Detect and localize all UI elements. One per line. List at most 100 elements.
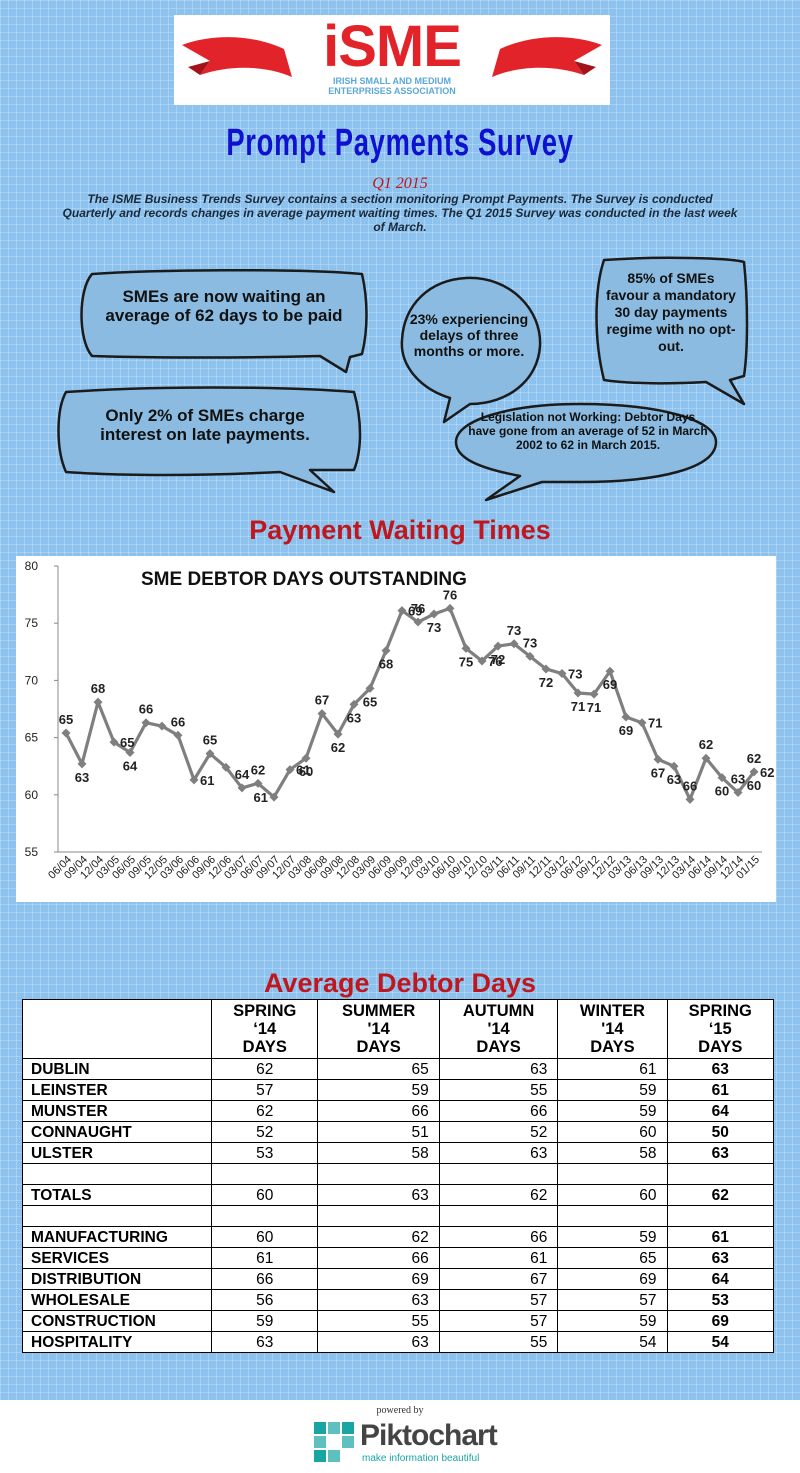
table-row-blank: [22, 1163, 774, 1185]
data-label: 65: [59, 712, 73, 727]
table-cell: 58: [317, 1142, 440, 1164]
logo-wordmark: iSME: [323, 14, 462, 79]
data-label: 73: [568, 667, 582, 682]
table-cell: [666, 1205, 774, 1227]
footer: powered by Piktochart make information b…: [0, 1400, 800, 1473]
table-cell: 59: [317, 1079, 440, 1101]
data-label: 63: [731, 772, 745, 787]
table-cell: 56: [210, 1289, 319, 1311]
table-row-manufacturing: MANUFACTURING 60 62 66 59 61: [22, 1226, 774, 1248]
data-point: [509, 639, 519, 649]
table-cell: 57: [438, 1310, 559, 1332]
table-cell: [438, 1205, 559, 1227]
table-cell: 59: [557, 1226, 668, 1248]
data-label: 69: [619, 723, 633, 738]
table-row-label: [22, 1205, 212, 1227]
table-row-leinster: LEINSTER 57 59 55 59 61: [22, 1079, 774, 1101]
intro-text: The ISME Business Trends Survey contains…: [62, 192, 738, 234]
data-point: [269, 792, 279, 802]
table-row-label: CONSTRUCTION: [22, 1310, 212, 1332]
data-point: [125, 747, 135, 757]
data-label: 61: [200, 773, 214, 788]
table-row-label: [22, 1163, 212, 1185]
table-cell: 64: [666, 1100, 774, 1122]
table-cell: 61: [666, 1079, 774, 1101]
data-label: 76: [488, 654, 502, 669]
table-row-label: WHOLESALE: [22, 1289, 212, 1311]
table-cell: 51: [317, 1121, 440, 1143]
table-cell: 69: [557, 1268, 668, 1290]
data-point: [253, 778, 263, 788]
data-label: 66: [683, 778, 697, 793]
table-cell: 60: [557, 1121, 668, 1143]
data-label: 68: [379, 657, 393, 672]
data-point: [109, 737, 119, 747]
table-cell: 59: [557, 1079, 668, 1101]
table-cell: [557, 1205, 668, 1227]
table-cell: 63: [317, 1184, 440, 1206]
logo-ribbons: [182, 37, 602, 77]
speech-bubbles: [57, 256, 749, 502]
isme-logo: iSME IRISH SMALL AND MEDIUM ENTERPRISES …: [174, 15, 610, 105]
table-row-dublin: DUBLIN 62 65 63 61 63: [22, 1058, 774, 1080]
table-row-label: TOTALS: [22, 1184, 212, 1206]
table-row-label: DISTRIBUTION: [22, 1268, 212, 1290]
table-header-spring-15: SPRING ‘15 DAYS: [666, 999, 774, 1059]
bubble-1-text: SMEs are now waiting an average of 62 da…: [105, 287, 343, 325]
y-tick-label: 70: [25, 673, 39, 687]
data-point: [733, 788, 743, 798]
table-cell: 63: [666, 1058, 774, 1080]
data-point: [77, 759, 87, 769]
table-cell: [317, 1163, 440, 1185]
table-cell: 62: [666, 1184, 774, 1206]
table-cell: 62: [438, 1184, 559, 1206]
table-cell: 55: [438, 1331, 559, 1353]
table-row-construction: CONSTRUCTION 59 55 57 59 69: [22, 1310, 774, 1332]
y-tick-label: 80: [25, 559, 39, 573]
data-point: [557, 669, 567, 679]
table-row-label: LEINSTER: [22, 1079, 212, 1101]
data-point: [317, 709, 327, 719]
data-point: [157, 721, 167, 731]
table-cell: 63: [666, 1247, 774, 1269]
data-point: [621, 712, 631, 722]
table-row-ulster: ULSTER 53 58 63 58 63: [22, 1142, 774, 1164]
piktochart-tagline: make information beautiful: [362, 1453, 480, 1464]
table-cell: 61: [210, 1247, 319, 1269]
data-point: [493, 641, 503, 651]
debtor-days-chart: 55 60 65 70 75 80 SME DEBTOR DAYS OUTSTANDING 0…: [16, 556, 776, 902]
table-cell: [317, 1205, 440, 1227]
data-point: [445, 603, 455, 613]
table-cell: 50: [666, 1121, 774, 1143]
table-cell: 63: [317, 1289, 440, 1311]
data-label: 60: [299, 764, 313, 779]
table-cell: 57: [557, 1289, 668, 1311]
data-point: [285, 765, 295, 775]
table-row-label: ULSTER: [22, 1142, 212, 1164]
data-point: [381, 646, 391, 656]
table-cell: 59: [557, 1100, 668, 1122]
table-cell: 66: [210, 1268, 319, 1290]
bubble-5-text: Legislation not Working: Debtor Days hav…: [468, 410, 708, 452]
bubble-3-shape: [400, 276, 542, 424]
data-label: 62: [760, 765, 774, 780]
table-row-connaught: CONNAUGHT 52 51 52 60 50: [22, 1121, 774, 1143]
table-cell: 55: [438, 1079, 559, 1101]
table-cell: 54: [557, 1331, 668, 1353]
data-point: [205, 749, 215, 759]
table-cell: 59: [210, 1310, 319, 1332]
data-label: 68: [91, 681, 105, 696]
table-header-winter-14: WINTER '14 DAYS: [557, 999, 668, 1059]
data-point: [61, 728, 71, 738]
table-header-row: SPRING ‘14 DAYS SUMMER '14 DAYS AUTUMN '14 DAY…: [22, 999, 774, 1059]
data-point: [573, 688, 583, 698]
data-label: 61: [254, 790, 268, 805]
data-point: [653, 754, 663, 764]
data-point: [173, 730, 183, 740]
data-label: 65: [203, 733, 217, 748]
bubble-2-text: Only 2% of SMEs charge interest on late …: [100, 406, 310, 444]
data-point: [701, 753, 711, 763]
data-label: 65: [363, 694, 377, 709]
data-label: 71: [648, 716, 662, 731]
